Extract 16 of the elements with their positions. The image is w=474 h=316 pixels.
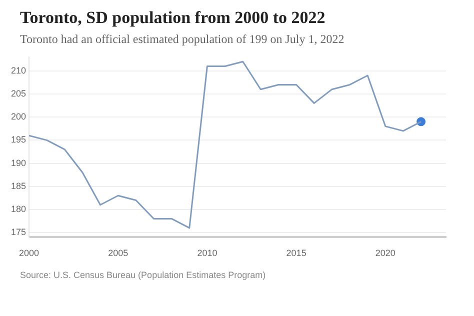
y-tick-label: 210 (10, 65, 26, 76)
x-tick-label: 2020 (375, 248, 396, 258)
y-tick-label: 205 (10, 88, 26, 98)
y-tick-label: 195 (10, 134, 26, 145)
x-tick-label: 2015 (286, 248, 306, 258)
y-tick-label: 180 (10, 204, 26, 214)
x-tick-label: 2005 (108, 248, 128, 258)
y-tick-label: 190 (10, 158, 26, 168)
chart-title: Toronto, SD population from 2000 to 2022 (20, 8, 326, 28)
y-tick-label: 175 (10, 227, 26, 238)
source-note: Source: U.S. Census Bureau (Population Estimates Program) (20, 270, 267, 280)
y-tick-label: 185 (10, 180, 26, 191)
y-tick-label: 200 (10, 112, 26, 122)
x-tick-label: 2000 (19, 248, 40, 258)
chart-subtitle: Toronto had an official estimated population of 199 on July 1, 2022 (20, 32, 346, 47)
x-tick-label: 2010 (197, 248, 218, 258)
